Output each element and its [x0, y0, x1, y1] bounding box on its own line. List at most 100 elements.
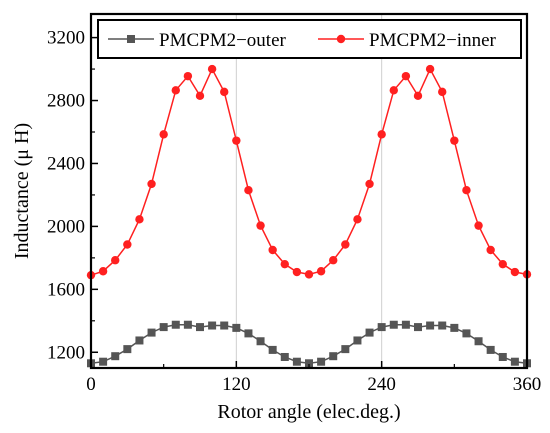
y-axis-title: Inductance (μ H): [11, 123, 33, 259]
data-point: [462, 329, 471, 338]
data-point: [171, 320, 180, 329]
data-point: [268, 245, 277, 255]
data-point: [450, 323, 459, 332]
data-point: [280, 352, 289, 361]
data-point: [135, 336, 144, 345]
data-point: [450, 136, 459, 145]
data-point: [171, 86, 180, 95]
plot-frame: [89, 12, 529, 370]
legend-items: PMCPM2−outer PMCPM2−inner: [108, 30, 497, 51]
x-tick-label: 0: [86, 374, 96, 395]
series-outer: [87, 320, 531, 368]
y-tick-label: 1200: [47, 342, 85, 363]
x-tick-label: 360: [513, 374, 542, 395]
data-point: [341, 345, 350, 354]
data-point: [389, 320, 398, 329]
data-point: [244, 329, 253, 338]
data-point: [353, 215, 362, 224]
data-point: [195, 91, 205, 101]
data-point: [256, 221, 265, 230]
data-point: [256, 337, 265, 346]
data-point: [353, 336, 362, 345]
legend-box: [97, 19, 522, 59]
data-point: [474, 221, 483, 230]
data-point: [462, 186, 471, 195]
data-point: [438, 321, 447, 330]
data-point: [244, 186, 253, 195]
data-point: [498, 259, 507, 269]
x-tick-label: 120: [222, 374, 251, 395]
data-point: [389, 86, 398, 95]
data-point: [220, 87, 229, 97]
y-tick-label: 2400: [47, 153, 85, 174]
data-point: [304, 270, 314, 279]
data-point: [510, 267, 520, 277]
legend-entry: PMCPM2−inner: [318, 30, 497, 51]
grid-layer: [235, 14, 383, 368]
data-point: [147, 179, 156, 189]
data-point: [486, 345, 495, 354]
data-point: [414, 323, 422, 332]
x-axis-title: Rotor angle (elec.deg.): [217, 401, 400, 423]
data-point: [208, 321, 217, 330]
data-point: [292, 357, 301, 366]
data-point: [147, 328, 156, 337]
data-point: [232, 323, 241, 332]
series-line: [90, 323, 528, 365]
data-point: [98, 267, 108, 276]
series-layer: [86, 64, 532, 368]
data-point: [413, 91, 423, 101]
data-point: [135, 215, 144, 224]
data-point: [341, 240, 350, 249]
y-tick-label: 2800: [47, 91, 85, 112]
legend-label: PMCPM2−inner: [369, 30, 497, 51]
data-point: [207, 64, 217, 74]
data-point: [426, 321, 435, 330]
data-point: [377, 323, 386, 332]
data-point: [111, 256, 120, 265]
legend: PMCPM2−outer PMCPM2−inner: [97, 19, 522, 59]
data-point: [498, 352, 507, 361]
data-point: [196, 323, 204, 332]
data-point: [305, 359, 313, 368]
data-point: [123, 240, 132, 249]
data-point: [317, 357, 326, 366]
data-point: [268, 345, 277, 354]
data-point: [99, 357, 108, 366]
series-inner: [86, 64, 532, 280]
y-tick-label: 2000: [47, 216, 85, 237]
ticks-layer: 0 120 240 360 1200 1600 2000 2400 2800 3200: [47, 28, 541, 395]
data-point: [329, 352, 338, 361]
data-point: [220, 321, 229, 330]
data-point: [280, 259, 289, 269]
y-tick-label: 3200: [47, 28, 85, 49]
data-point: [365, 328, 374, 337]
data-point: [159, 323, 168, 332]
data-point: [474, 337, 483, 346]
data-point: [401, 71, 411, 81]
data-point: [292, 267, 302, 277]
data-point: [183, 71, 193, 81]
data-point: [401, 320, 410, 329]
data-point: [123, 345, 132, 354]
data-point: [159, 130, 168, 139]
y-tick-label: 1600: [47, 279, 85, 300]
data-point: [316, 267, 326, 276]
legend-label: PMCPM2−outer: [159, 30, 287, 51]
data-point: [425, 64, 435, 74]
legend-marker: [127, 35, 135, 43]
data-point: [510, 357, 519, 366]
data-point: [486, 245, 495, 255]
legend-marker: [336, 34, 346, 44]
data-point: [329, 256, 338, 265]
legend-entry: PMCPM2−outer: [108, 30, 287, 51]
x-tick-label: 240: [367, 374, 396, 395]
series-line: [90, 67, 528, 276]
data-point: [365, 179, 374, 189]
data-point: [377, 130, 386, 139]
data-point: [232, 136, 241, 145]
data-point: [183, 320, 192, 329]
data-point: [438, 87, 447, 97]
data-point: [111, 352, 120, 361]
